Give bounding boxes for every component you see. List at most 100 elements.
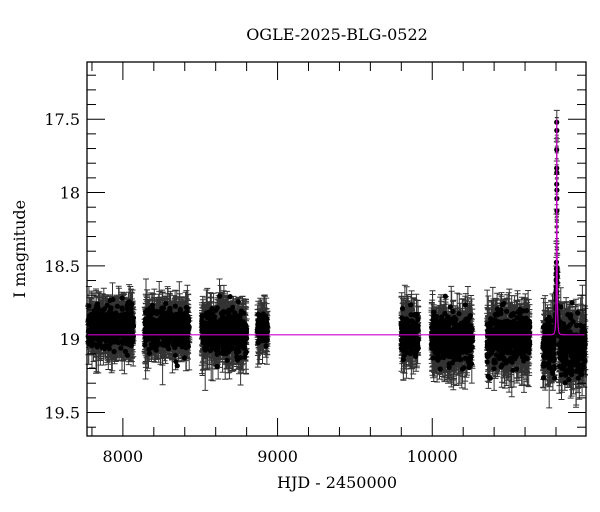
data-point [413,336,420,342]
data-point [242,327,248,333]
data-point [408,302,414,308]
data-point [94,344,100,350]
data-point [494,329,501,335]
data-point [177,306,183,312]
data-point [179,344,185,350]
data-point [431,309,437,315]
data-point [231,314,237,320]
data-point [580,353,586,359]
data-point [173,359,179,365]
data-point [439,338,445,344]
data-point [163,300,169,307]
data-point [199,312,205,319]
y-tick-label: 18.5 [44,257,80,276]
data-point [91,312,97,318]
data-point [519,324,525,330]
data-point [467,355,474,362]
data-point [155,327,161,333]
data-point [484,359,490,365]
data-point [541,375,547,381]
data-point [223,315,229,322]
data-point [574,322,580,329]
data-point [455,324,461,330]
data-point [175,311,181,317]
data-point [155,336,161,342]
data-point [142,342,148,348]
data-point [225,349,231,355]
data-point [230,322,236,328]
data-point [446,364,452,370]
data-point [236,348,242,354]
data-point [551,335,557,341]
data-point [167,305,173,312]
chart-title: OGLE-2025-BLG-0522 [246,25,428,44]
data-point [550,346,557,353]
data-point [439,347,445,353]
data-point [160,342,166,348]
data-point [491,366,497,372]
data-point [164,314,170,320]
data-point [507,345,513,351]
data-point [399,315,405,321]
data-point [485,328,491,334]
data-point [101,318,107,324]
data-point [106,320,112,326]
data-point [520,319,526,325]
data-point [575,353,581,359]
data-point [87,321,93,327]
data-point [105,337,111,344]
data-point [108,328,114,334]
data-point [233,340,239,347]
data-point [562,369,569,375]
data-point [460,321,466,327]
data-point [172,303,178,309]
data-point [469,335,475,341]
data-point [119,295,125,301]
data-point [466,327,472,333]
data-point [436,319,443,325]
data-point [571,333,577,339]
data-point [263,343,269,349]
data-point [408,339,414,345]
data-point [436,353,442,359]
data-point [217,293,223,299]
data-point [485,323,491,329]
data-point [492,317,498,323]
data-point [546,338,552,344]
data-point [414,324,421,331]
data-point [220,309,227,315]
data-point [468,345,474,351]
data-point [123,339,129,345]
data-point [241,310,247,316]
data-point [563,358,569,364]
data-point [543,351,549,357]
data-point [182,312,188,318]
data-point [558,304,564,310]
data-point [462,302,468,308]
data-point [494,311,501,317]
data-point [91,308,97,314]
data-point [178,317,184,323]
data-point [142,335,149,341]
data-point [222,344,228,350]
data-point [95,321,101,327]
data-point [405,330,411,336]
data-point [467,313,473,319]
data-point [542,322,548,328]
data-point [541,363,547,369]
data-point [103,312,109,318]
data-point [499,337,505,343]
data-point [524,308,530,314]
data-point [568,359,575,365]
data-point [494,306,500,312]
data-point [144,307,151,313]
data-point [260,317,266,323]
data-point [177,328,183,334]
data-point [210,311,216,317]
data-point [181,355,188,361]
data-point [562,338,568,344]
data-point [511,318,517,324]
model-fit-line [87,119,585,336]
data-point [172,352,178,358]
data-point [126,309,132,315]
